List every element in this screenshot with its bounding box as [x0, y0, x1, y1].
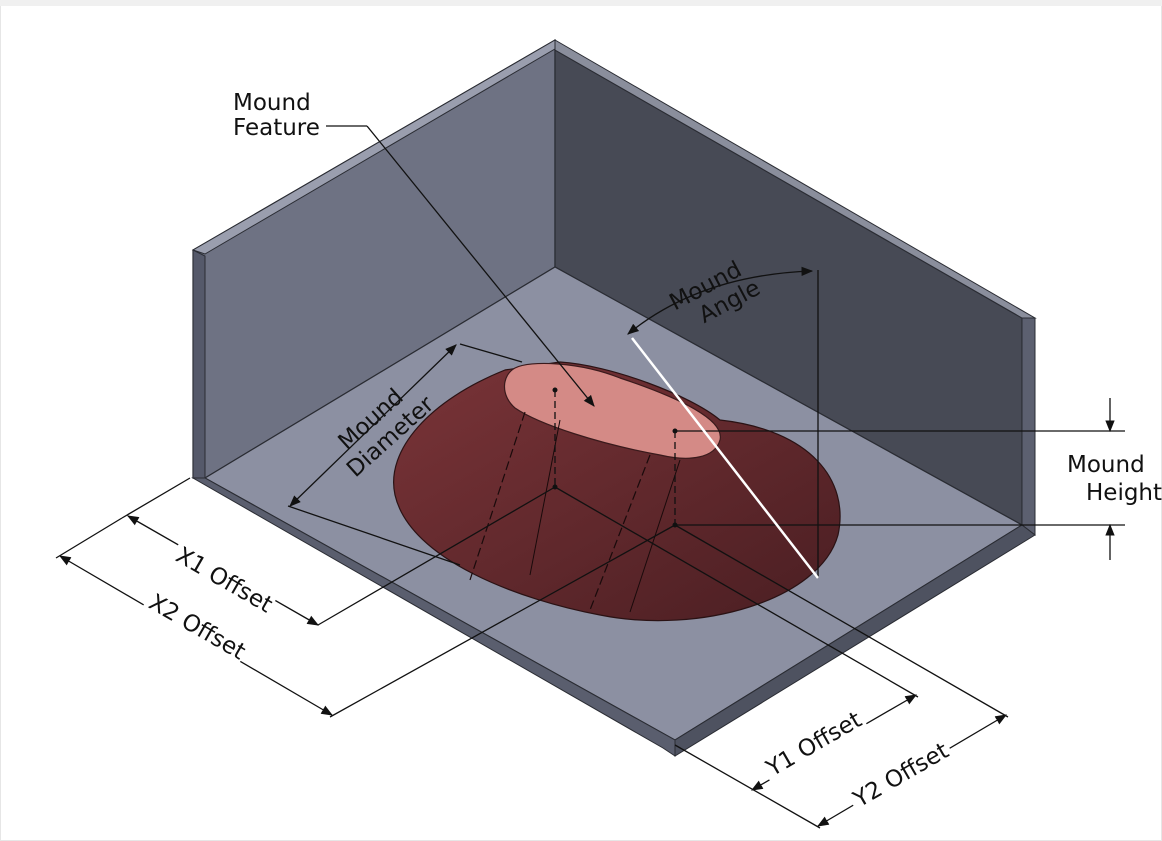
mound-height-label-line1: Mound — [1067, 452, 1145, 478]
mound-feature-label-line2: Feature — [233, 115, 320, 141]
mound-feature-label: Mound Feature — [228, 88, 326, 141]
mound-edge-line — [589, 454, 651, 611]
left-wall-thickness — [192, 249, 206, 479]
back-wall-thickness — [1021, 317, 1036, 537]
mound-top-face — [503, 362, 721, 459]
x2-ext-line — [329, 524, 676, 718]
mound-feature-label-line1: Mound — [233, 90, 311, 116]
angle-arc — [627, 266, 814, 335]
mound-height-label: Mound Height — [1062, 448, 1162, 510]
y2-offset-label: Y2 Offset — [844, 734, 956, 815]
wall-ext-line — [674, 744, 821, 829]
y1-ext-line — [554, 486, 919, 698]
y2-offset-text: Y2 Offset — [848, 738, 953, 814]
mound-height-label-line2: Height — [1086, 480, 1162, 506]
angle-slope-line — [631, 337, 819, 579]
wall-ext-line — [121, 477, 191, 519]
wall-ext-line — [55, 517, 123, 559]
mound-edge-line — [469, 411, 526, 581]
diameter-dim-line — [289, 344, 457, 507]
x1-ext-line — [317, 486, 556, 626]
y1-offset-text: Y1 Offset — [761, 707, 866, 783]
diameter-ext-line-top — [459, 343, 523, 363]
y2-ext-line — [674, 524, 1009, 718]
mound-feature-leader-arrow — [366, 125, 595, 407]
y1-offset-label: Y1 Offset — [757, 703, 869, 784]
top-strip — [0, 0, 1162, 6]
